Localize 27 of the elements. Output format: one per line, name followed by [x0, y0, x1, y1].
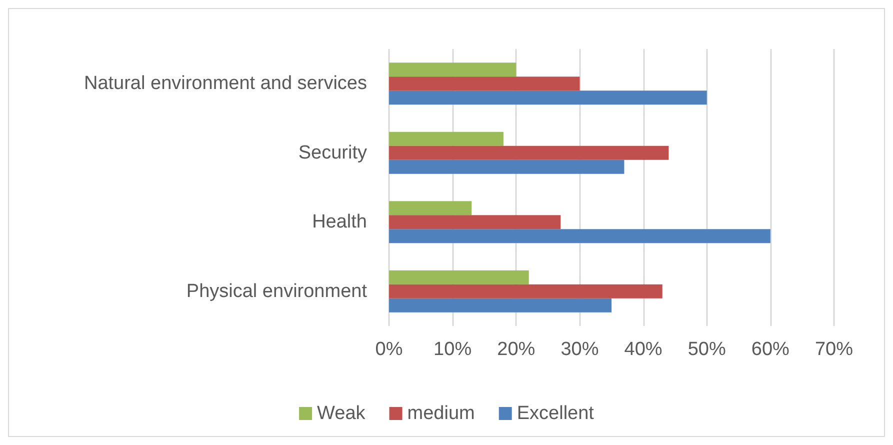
bar: [389, 160, 624, 174]
x-tick-label: 20%: [497, 339, 536, 360]
x-tick-label: 70%: [814, 339, 854, 360]
y-tick-label: Physical environment: [186, 280, 368, 302]
x-tick-label: 60%: [751, 339, 790, 360]
bar: [389, 146, 669, 160]
bar: [389, 132, 504, 146]
bar: [389, 270, 529, 284]
bar: [389, 201, 472, 216]
y-tick-label: Health: [312, 212, 367, 233]
y-tick-label: Natural environment and services: [84, 73, 367, 94]
legend-label: medium: [407, 403, 475, 424]
bar: [389, 298, 612, 312]
bar: [389, 284, 662, 298]
x-tick-label: 50%: [688, 339, 726, 360]
x-tick-label: 30%: [560, 339, 599, 360]
legend-label: Excellent: [516, 403, 595, 424]
bar: [389, 215, 561, 230]
x-tick-label: 40%: [624, 339, 662, 360]
bar: [389, 229, 770, 244]
y-tick-label: Security: [298, 142, 368, 164]
bar: [389, 76, 580, 91]
legend-label: Weak: [317, 403, 366, 424]
x-tick-label: 10%: [434, 339, 472, 360]
bar: [389, 90, 707, 105]
x-tick-label: 0%: [375, 339, 403, 360]
bar: [389, 62, 516, 77]
